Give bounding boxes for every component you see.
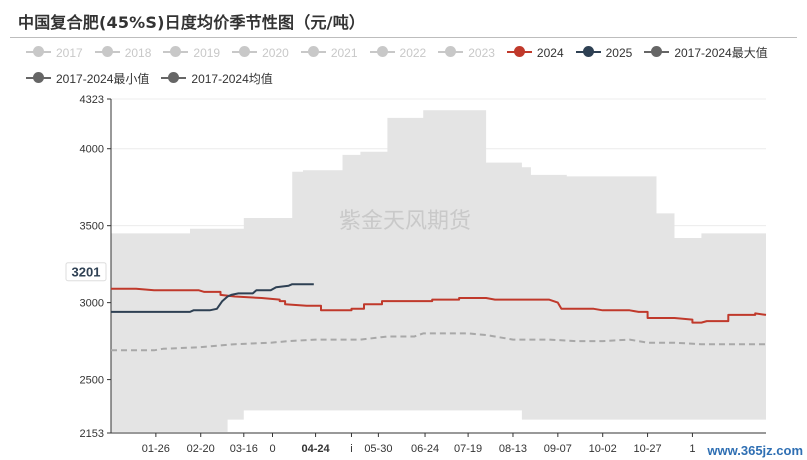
legend-swatch	[575, 46, 601, 58]
legend-label: 2025	[605, 46, 633, 60]
legend-item-0[interactable]: 2017	[26, 40, 83, 66]
legend-swatch	[506, 46, 532, 58]
chart-title: 中国复合肥(45%S)日度均价季节性图（元/吨）	[18, 13, 366, 32]
x-tick-label: 07-19	[454, 443, 482, 455]
legend-item-3[interactable]: 2020	[232, 40, 289, 66]
legend-swatch	[644, 46, 670, 58]
series-line-2024	[111, 287, 767, 324]
series-line-2025	[111, 283, 314, 313]
legend-label: 2018	[124, 46, 152, 60]
x-tick-label: 03-16	[230, 443, 258, 455]
legend-label: 2017	[56, 46, 83, 60]
legend-item-6[interactable]: 2023	[438, 40, 495, 66]
x-tick-label: 10-02	[589, 443, 617, 455]
current-value-label: 3201	[72, 265, 101, 280]
legend-swatch	[369, 46, 395, 58]
x-tick-label: 02-20	[187, 443, 215, 455]
legend-label: 2017-2024均值	[191, 72, 273, 86]
x-tick-label: i	[350, 443, 352, 455]
current-value-box	[65, 262, 107, 282]
legend-swatch	[26, 46, 51, 58]
series-line-2017-2024均值	[111, 332, 766, 352]
legend-label: 2017-2024最大值	[674, 46, 768, 60]
y-tick-label: 3500	[80, 221, 104, 233]
chart-legend: 2017 2018 2019 2020 2021 2022 2023 2024 2025 2017…	[26, 40, 801, 92]
legend-label: 2021	[330, 46, 358, 60]
legend-item-4[interactable]: 2021	[300, 40, 358, 66]
legend-swatch	[163, 46, 189, 58]
x-tick-label: 08-13	[499, 443, 527, 455]
corner-watermark-text: www.365jz.com	[707, 443, 803, 458]
range-band-area	[111, 110, 766, 432]
legend-label: 2022	[399, 46, 427, 60]
y-tick-label: 4323	[80, 94, 104, 106]
legend-label: 2019	[193, 46, 221, 60]
y-tick-label: 3000	[80, 298, 104, 310]
legend-item-7[interactable]: 2024	[506, 40, 564, 66]
title-divider	[10, 37, 797, 38]
legend-item-8[interactable]: 2025	[575, 40, 633, 66]
x-tick-label: 0	[269, 443, 275, 455]
x-tick-label: 05-30	[364, 443, 392, 455]
x-tick-label: 01-26	[142, 443, 170, 455]
legend-item-10[interactable]: 2017-2024最小值	[26, 66, 149, 92]
x-tick-label: 04-24	[302, 443, 331, 455]
x-tick-label: 09-07	[544, 443, 572, 455]
legend-label: 2023	[468, 46, 495, 60]
y-tick-label: 4000	[80, 144, 104, 156]
legend-swatch	[26, 72, 51, 84]
legend-item-11[interactable]: 2017-2024均值	[161, 66, 273, 92]
x-tick-label: 10-27	[633, 443, 661, 455]
legend-swatch	[94, 46, 120, 58]
legend-item-2[interactable]: 2019	[163, 40, 220, 66]
x-tick-label: 1	[689, 443, 695, 455]
legend-swatch	[438, 46, 464, 58]
x-tick-label: 06-24	[411, 443, 439, 455]
legend-item-1[interactable]: 2018	[94, 40, 152, 66]
legend-label: 2024	[536, 46, 564, 60]
legend-item-9[interactable]: 2017-2024最大值	[644, 40, 768, 66]
legend-label: 2020	[262, 46, 289, 60]
legend-item-5[interactable]: 2022	[369, 40, 427, 66]
legend-swatch	[161, 72, 187, 84]
y-tick-label: 2153	[80, 428, 104, 440]
legend-swatch	[232, 46, 258, 58]
watermark-text: 紫金天风期货	[339, 209, 471, 234]
legend-swatch	[300, 46, 326, 58]
y-tick-label: 2500	[80, 375, 104, 387]
legend-label: 2017-2024最小值	[56, 72, 150, 86]
